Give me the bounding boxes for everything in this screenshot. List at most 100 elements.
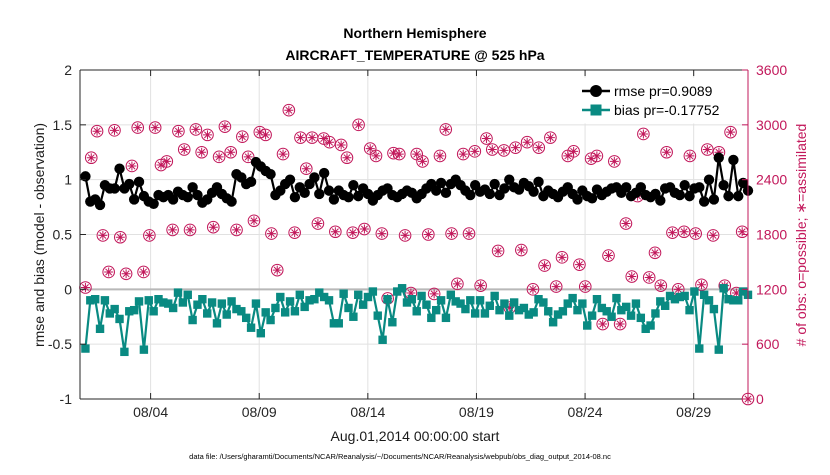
rmse-point xyxy=(182,192,193,203)
rmse-point xyxy=(245,176,257,188)
bias-point xyxy=(183,290,192,300)
bias-point xyxy=(612,293,621,303)
rmse-point xyxy=(323,185,335,196)
rmse-point xyxy=(718,179,729,191)
obs-assimilated-point xyxy=(569,146,579,156)
obs-assimilated-point xyxy=(272,265,282,275)
obs-assimilated-point xyxy=(127,161,137,171)
obs-possible-point xyxy=(497,144,511,157)
obs-assimilated-point xyxy=(139,267,149,277)
bias-point xyxy=(690,287,699,296)
bias-point xyxy=(295,290,304,300)
rmse-point xyxy=(318,167,330,179)
obs-assimilated-point xyxy=(162,156,172,166)
bias-point xyxy=(529,308,538,317)
obs-assimilated-point xyxy=(470,146,480,156)
rmse-point xyxy=(348,179,359,191)
rmse-point xyxy=(586,193,598,204)
obs-possible-point xyxy=(236,130,249,144)
x-tick-label: 08/24 xyxy=(568,404,603,420)
obs-assimilated-point xyxy=(214,152,224,162)
bias-point xyxy=(154,295,163,304)
obs-assimilated-point xyxy=(168,225,178,235)
obs-assimilated-point xyxy=(406,288,416,298)
bias-point xyxy=(685,305,694,315)
bias-point xyxy=(427,313,436,323)
bias-point xyxy=(237,307,246,316)
bias-point xyxy=(271,303,280,313)
obs-possible-point xyxy=(445,227,458,240)
obs-possible-point xyxy=(532,141,546,154)
rmse-point xyxy=(679,179,690,191)
bias-point xyxy=(490,291,499,301)
bias-point xyxy=(144,296,153,305)
obs-possible-point xyxy=(119,267,133,281)
bias-point xyxy=(261,308,270,317)
rmse-point xyxy=(226,196,237,207)
obs-possible-point xyxy=(462,227,476,240)
obs-assimilated-point xyxy=(545,133,555,143)
rmse-point xyxy=(499,183,510,194)
bias-point xyxy=(358,300,368,309)
bias-point xyxy=(626,311,636,320)
obs-assimilated-point xyxy=(429,289,439,299)
bias-point xyxy=(349,312,358,321)
bias-point xyxy=(641,324,650,334)
bias-point xyxy=(115,314,124,324)
y-tick-label-left: -1 xyxy=(60,391,73,407)
obs-assimilated-point xyxy=(511,143,521,153)
obs-assimilated-point xyxy=(447,229,457,239)
bias-point xyxy=(704,296,714,305)
obs-possible-point xyxy=(468,145,482,158)
obs-possible-point xyxy=(613,317,627,331)
bias-point xyxy=(622,302,631,312)
bias-point xyxy=(500,299,509,308)
obs-assimilated-point xyxy=(702,145,712,155)
rmse-point xyxy=(698,196,710,207)
rmse-point xyxy=(684,190,695,202)
bias-point xyxy=(232,304,241,314)
bias-point xyxy=(110,304,119,314)
obs-possible-point xyxy=(706,229,720,242)
rmse-point xyxy=(309,172,320,183)
right-axis-label: # of obs: o=possible; ∗=assimilated xyxy=(793,124,809,347)
obs-possible-point xyxy=(96,229,110,242)
bias-point xyxy=(276,292,285,302)
y-tick-label-left: 0.5 xyxy=(53,227,73,243)
obs-assimilated-point xyxy=(586,154,596,164)
obs-possible-point xyxy=(189,123,203,136)
y-tick-label-right: 0 xyxy=(756,391,764,407)
rmse-point xyxy=(353,190,364,202)
obs-assimilated-point xyxy=(604,251,614,261)
x-tick-label: 08/09 xyxy=(242,404,277,420)
obs-assimilated-point xyxy=(609,156,619,166)
x-axis-label: Aug.01,2014 00:00:00 start xyxy=(331,428,500,444)
obs-assimilated-point xyxy=(325,137,335,147)
obs-assimilated-point xyxy=(197,147,207,157)
obs-possible-point xyxy=(515,243,528,257)
rmse-point xyxy=(124,178,135,190)
bias-point xyxy=(670,295,680,304)
obs-assimilated-point xyxy=(656,281,666,291)
legend-box xyxy=(578,77,744,124)
obs-assimilated-point xyxy=(708,230,718,240)
obs-possible-point xyxy=(218,120,232,133)
obs-assimilated-point xyxy=(691,229,701,239)
obs-assimilated-point xyxy=(377,229,387,239)
obs-possible-point xyxy=(247,214,261,228)
obs-possible-point xyxy=(509,141,522,154)
bias-point xyxy=(222,310,231,319)
bias-point xyxy=(480,309,490,318)
obs-assimilated-point xyxy=(458,149,468,159)
obs-possible-point xyxy=(427,287,441,301)
rmse-point xyxy=(713,152,724,163)
x-tick-label: 08/04 xyxy=(133,404,168,420)
obs-possible-point xyxy=(241,150,255,164)
rmse-point xyxy=(621,182,632,193)
rmse-point xyxy=(465,189,476,201)
obs-possible-point xyxy=(689,227,702,240)
obs-assimilated-point xyxy=(354,120,364,130)
obs-possible-point xyxy=(375,227,389,240)
obs-possible-point xyxy=(125,159,139,173)
